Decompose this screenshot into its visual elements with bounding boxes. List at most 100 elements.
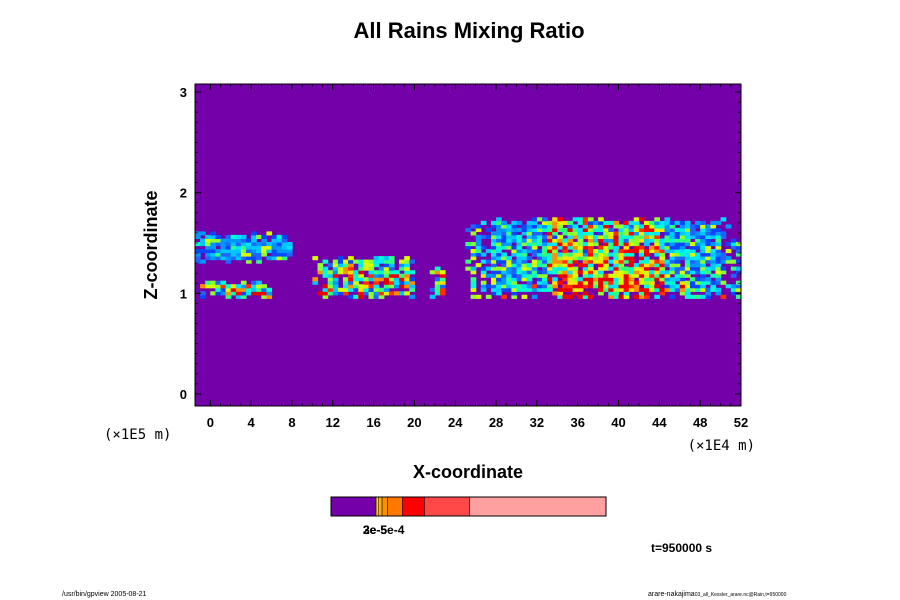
rain-cell bbox=[552, 263, 558, 268]
rain-cell bbox=[475, 294, 482, 299]
rain-cell bbox=[215, 242, 222, 247]
rain-cell bbox=[679, 252, 686, 257]
rain-cell bbox=[261, 234, 267, 239]
rain-cell bbox=[491, 291, 497, 296]
rain-cell bbox=[547, 284, 553, 289]
rain-cell bbox=[205, 280, 211, 285]
rain-cell bbox=[598, 252, 604, 257]
rain-cell bbox=[383, 266, 390, 271]
rain-cell bbox=[388, 259, 395, 264]
rain-cell bbox=[542, 259, 548, 264]
rain-cell bbox=[363, 266, 370, 271]
rain-cell bbox=[378, 273, 385, 278]
rain-cell bbox=[674, 287, 681, 292]
rain-cell bbox=[399, 273, 405, 278]
rain-cell bbox=[613, 277, 620, 282]
rain-cell bbox=[608, 220, 614, 225]
rain-cell bbox=[587, 273, 594, 278]
rain-cell bbox=[470, 270, 477, 275]
rain-cell bbox=[246, 238, 252, 243]
rain-cell bbox=[485, 249, 492, 254]
rain-cell bbox=[623, 270, 630, 275]
rain-cell bbox=[521, 277, 528, 282]
rain-cell bbox=[215, 234, 222, 239]
rain-cell bbox=[587, 252, 594, 257]
rain-cell bbox=[536, 287, 543, 292]
colorbar-cells bbox=[330, 496, 607, 517]
rain-cell bbox=[557, 287, 563, 292]
rain-cell bbox=[623, 256, 630, 261]
rain-cell bbox=[516, 245, 523, 250]
rain-cell bbox=[669, 231, 676, 236]
rain-cell bbox=[582, 231, 589, 236]
rain-cell bbox=[572, 273, 579, 278]
rain-cell bbox=[506, 266, 512, 271]
rain-cell bbox=[542, 242, 548, 247]
rain-cell bbox=[593, 273, 599, 278]
rain-cell bbox=[705, 227, 711, 232]
rain-cell bbox=[664, 231, 671, 236]
rain-cell bbox=[210, 238, 216, 243]
rain-cell bbox=[470, 242, 477, 247]
rain-cell bbox=[690, 287, 696, 292]
rain-cell bbox=[276, 234, 283, 239]
rain-cell bbox=[664, 245, 671, 250]
rain-cell bbox=[567, 273, 574, 278]
rain-cell bbox=[577, 249, 584, 254]
rain-cell bbox=[649, 231, 655, 236]
rain-cell bbox=[526, 224, 533, 229]
rain-cell bbox=[358, 263, 364, 268]
rain-cell bbox=[618, 266, 625, 271]
rain-cell bbox=[618, 259, 625, 264]
rain-cell bbox=[475, 249, 482, 254]
rain-cell bbox=[715, 291, 722, 296]
rain-cell bbox=[496, 270, 502, 275]
rain-cell bbox=[246, 252, 252, 257]
rain-cell bbox=[521, 242, 528, 247]
rain-cell bbox=[582, 277, 589, 282]
rain-cell bbox=[317, 291, 324, 296]
rain-cell bbox=[628, 284, 635, 289]
rain-cell bbox=[587, 227, 594, 232]
rain-cell bbox=[276, 249, 283, 254]
rain-cell bbox=[613, 234, 620, 239]
rain-cell bbox=[501, 259, 507, 264]
rain-cell bbox=[623, 284, 630, 289]
rain-cell bbox=[531, 220, 538, 225]
rain-cell bbox=[240, 291, 247, 296]
rain-cell bbox=[638, 294, 645, 299]
rain-cell bbox=[695, 256, 701, 261]
rain-cell bbox=[593, 234, 599, 239]
rain-cell bbox=[705, 259, 711, 264]
rain-cell bbox=[363, 277, 370, 282]
rain-cell bbox=[215, 238, 222, 243]
rain-cell bbox=[674, 245, 681, 250]
rain-cell bbox=[531, 224, 538, 229]
rain-cell bbox=[598, 284, 604, 289]
rain-cell bbox=[710, 234, 717, 239]
rain-cell bbox=[485, 227, 492, 232]
rain-cell bbox=[261, 242, 267, 247]
rain-cell bbox=[506, 280, 512, 285]
rain-cell bbox=[638, 249, 645, 254]
rain-cell bbox=[230, 242, 237, 247]
rain-cell bbox=[603, 284, 609, 289]
rain-cell bbox=[547, 245, 553, 250]
rain-cell bbox=[654, 234, 660, 239]
rain-cell bbox=[598, 280, 604, 285]
rain-cell bbox=[506, 284, 512, 289]
rain-cell bbox=[674, 220, 681, 225]
rain-cell bbox=[542, 256, 548, 261]
rain-cell bbox=[531, 252, 538, 257]
y-tick-label: 3 bbox=[180, 85, 187, 100]
rain-cell bbox=[659, 256, 666, 261]
rain-cell bbox=[638, 266, 645, 271]
rain-cell bbox=[638, 277, 645, 282]
x-tick-label: 16 bbox=[366, 415, 380, 430]
rain-cell bbox=[276, 242, 283, 247]
rain-cell bbox=[521, 259, 528, 264]
rain-cell bbox=[649, 249, 655, 254]
rain-cell bbox=[679, 242, 686, 247]
rain-cell bbox=[368, 294, 375, 299]
rain-cell bbox=[730, 242, 737, 247]
